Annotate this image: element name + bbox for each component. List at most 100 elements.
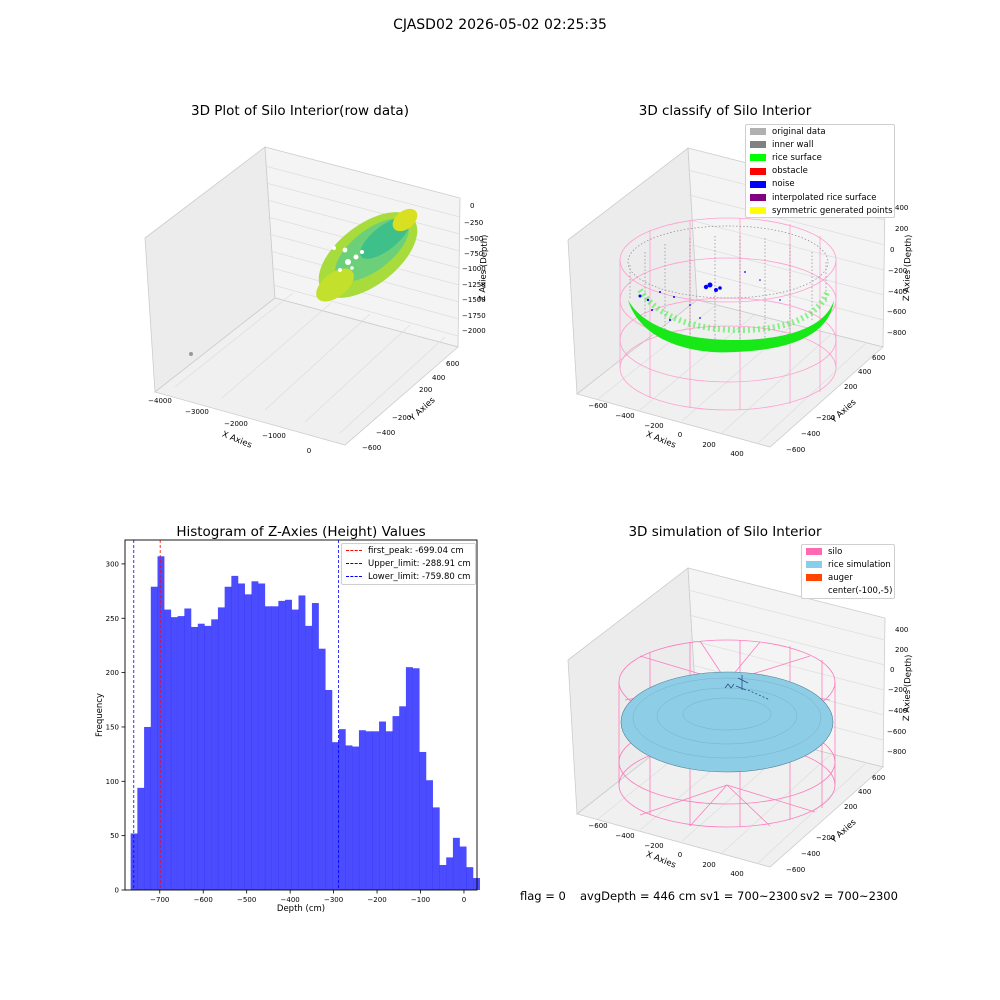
simulation-legend-label: center(-100,-5) (828, 586, 893, 597)
simulation-ytick: −400 (801, 850, 820, 858)
histogram-bar (325, 690, 333, 890)
legend-color-swatch (806, 574, 822, 582)
histogram-bar (217, 607, 225, 890)
raw-ztick: −1250 (462, 281, 486, 289)
simulation-ztick: 0 (890, 666, 894, 674)
histogram-bar (170, 617, 178, 890)
legend-color-swatch (750, 141, 766, 149)
simulation-xtick: 200 (702, 861, 715, 869)
simulation-ytick: −200 (816, 834, 835, 842)
histogram-x-tick-label: −600 (194, 896, 213, 904)
raw-ztick: −1500 (462, 296, 486, 304)
classify-ytick: 600 (872, 354, 885, 362)
status-flag: flag = 0 (520, 889, 566, 903)
simulation-ytick: 600 (872, 774, 885, 782)
simulation-xtick: 400 (730, 870, 743, 878)
histogram-x-tick-label: −200 (367, 896, 386, 904)
status-sv2: sv2 = 700~2300 (800, 889, 898, 903)
histogram-bar (298, 595, 306, 890)
simulation-xtick: −400 (615, 832, 634, 840)
histogram-y-tick-label: 300 (106, 560, 119, 568)
histogram-legend-label: first_peak: -699.04 cm (368, 545, 464, 556)
simulation-legend-label: auger (828, 572, 853, 583)
classify-rice-surface (628, 288, 834, 353)
histogram-bar (405, 667, 413, 890)
raw-point-cloud (189, 208, 418, 356)
histogram-bar (285, 599, 292, 890)
raw-ytick: −200 (392, 414, 411, 422)
classify-legend-label: obstacle (772, 166, 808, 177)
simulation-legend-item: center(-100,-5) (802, 585, 894, 598)
simulation-xtick: −200 (644, 842, 663, 850)
histogram-bar (150, 586, 158, 890)
raw-xtick: 0 (307, 447, 311, 455)
classify-legend-item: obstacle (746, 165, 894, 178)
legend-color-swatch (750, 154, 766, 162)
histogram-bar (144, 726, 151, 890)
histogram-bar (244, 594, 252, 890)
histogram-bar (466, 867, 474, 890)
histogram-legend-item: Upper_limit: -288.91 cm (342, 557, 475, 570)
simulation-xtick: −600 (588, 822, 607, 830)
histogram-bar (305, 625, 313, 890)
raw-ztick: −250 (464, 219, 483, 227)
raw-ztick: −750 (464, 250, 483, 258)
histogram-y-tick-label: 150 (106, 723, 119, 731)
status-sv1: sv1 = 700~2300 (700, 889, 798, 903)
classify-legend-label: rice surface (772, 152, 822, 163)
histogram-bar (258, 583, 266, 890)
simulation-plot-title: 3D simulation of Silo Interior (628, 524, 822, 540)
histogram-bar (278, 600, 286, 890)
histogram-y-tick-label: 250 (106, 615, 119, 623)
histogram-y-tick-label: 0 (115, 887, 119, 895)
raw-xtick: −4000 (148, 397, 172, 405)
classify-inner-wall (627, 225, 829, 346)
classify-legend-label: interpolated rice surface (772, 192, 877, 203)
histogram-bar (238, 583, 245, 890)
histogram-bar (197, 623, 205, 890)
histogram-bar (459, 846, 467, 890)
classify-ytick: 400 (858, 368, 871, 376)
classify-ztick: −400 (888, 288, 907, 296)
histogram-legend-label: Upper_limit: -288.91 cm (368, 558, 471, 569)
histogram-bar (446, 857, 454, 890)
classify-legend-label: noise (772, 179, 795, 190)
classify-xtick: 400 (730, 450, 743, 458)
histogram-reference-lines (133, 540, 339, 890)
legend-line-swatch (346, 576, 362, 578)
histogram-y-tick-label: 200 (106, 669, 119, 677)
histogram-bar (338, 729, 346, 890)
classify-legend: original data inner wall rice surface obsta… (745, 124, 895, 219)
histogram-y-tick-label: 100 (106, 778, 119, 786)
simulation-zlabel: Z Axies (Depth) (902, 654, 914, 721)
histogram-bars (130, 556, 480, 890)
classify-xtick: −200 (644, 422, 663, 430)
legend-color-swatch (750, 128, 766, 136)
histogram-bar (345, 745, 353, 890)
histogram-bar (251, 581, 259, 890)
raw-plot-title: 3D Plot of Silo Interior(row data) (191, 103, 409, 119)
simulation-ytick: 200 (844, 803, 857, 811)
histogram-bar (473, 878, 480, 890)
legend-line-swatch (346, 563, 362, 565)
histogram-legend-item: Lower_limit: -759.80 cm (342, 570, 475, 583)
histogram-bar (204, 625, 212, 890)
legend-color-swatch (750, 167, 766, 175)
classify-ytick: −400 (801, 430, 820, 438)
raw-ytick: −600 (362, 444, 381, 452)
legend-color-swatch (806, 548, 822, 556)
simulation-legend-item: rice simulation (802, 558, 894, 571)
simulation-ztick: −200 (888, 686, 907, 694)
classify-xtick: 200 (702, 441, 715, 449)
simulation-ztick: −800 (887, 748, 906, 756)
simulation-xlabel: X Axies (644, 850, 677, 871)
simulation-tick-labels: −600 −400 −200 0 200 400 600 400 200 −20… (588, 626, 908, 878)
raw-ztick: −2000 (462, 327, 486, 335)
legend-line-swatch (346, 550, 362, 552)
raw-ytick: −400 (376, 429, 395, 437)
legend-color-swatch (750, 194, 766, 202)
histogram-bar (137, 787, 145, 890)
